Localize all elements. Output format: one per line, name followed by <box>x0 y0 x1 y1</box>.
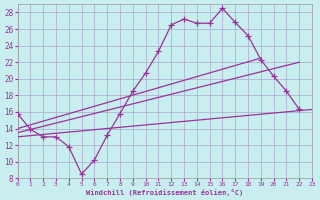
X-axis label: Windchill (Refroidissement éolien,°C): Windchill (Refroidissement éolien,°C) <box>86 189 244 196</box>
